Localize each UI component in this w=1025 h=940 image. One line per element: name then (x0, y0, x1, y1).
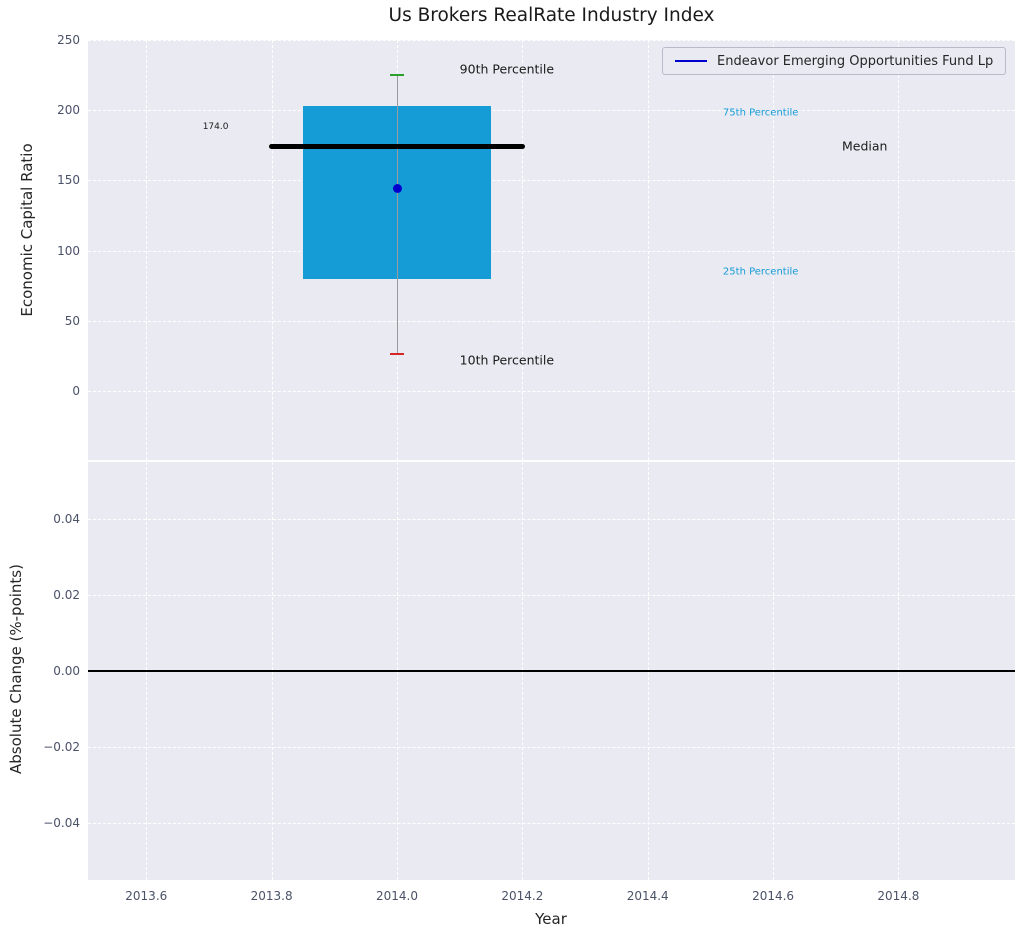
chart-title: Us Brokers RealRate Industry Index (388, 5, 715, 26)
annotation-10th-percentile: 10th Percentile (459, 352, 555, 368)
bottom-y-axis-label: Absolute Change (%-points) (7, 564, 25, 774)
gridline-h (88, 519, 1015, 520)
x-axis-label: Year (535, 910, 567, 928)
y-tick-label: 0.02 (53, 588, 80, 602)
x-tick-label: 2013.8 (250, 889, 293, 903)
annotation-75th-percentile: 75th Percentile (722, 107, 799, 119)
x-tick-label: 2014.0 (376, 889, 418, 903)
annotation-25th-percentile: 25th Percentile (722, 266, 799, 278)
top-plot-area (88, 40, 1015, 460)
gridline-h (88, 110, 1015, 112)
legend: Endeavor Emerging Opportunities Fund Lp (662, 47, 1007, 75)
zero-line (88, 670, 1015, 672)
whisker-cap-90th (390, 74, 404, 77)
y-tick-label: −0.04 (43, 816, 80, 830)
y-tick-label: 250 (57, 33, 80, 47)
gridline-h (88, 595, 1015, 596)
gridline-v (146, 40, 148, 460)
gridline-h (88, 180, 1015, 182)
annotation-median: Median (842, 138, 888, 154)
median-line (268, 144, 526, 150)
gridline-v (898, 40, 900, 460)
y-tick-label: −0.02 (43, 740, 80, 754)
gridline-v (647, 40, 649, 460)
fund-point-dot (392, 184, 402, 194)
whisker-line (396, 75, 398, 355)
gridline-h (88, 40, 1015, 41)
y-tick-label: 0.04 (53, 512, 80, 526)
y-tick-label: 50 (64, 313, 80, 328)
y-tick-label: 100 (57, 243, 80, 258)
gridline-h (88, 390, 1015, 392)
gridline-v (522, 40, 524, 460)
y-tick-label: 150 (57, 173, 80, 188)
gridline-h (88, 747, 1015, 748)
y-tick-label: 200 (57, 103, 80, 118)
x-tick-label: 2014.2 (501, 889, 544, 903)
top-y-axis-label: Economic Capital Ratio (18, 143, 36, 317)
legend-label: Endeavor Emerging Opportunities Fund Lp (717, 53, 994, 69)
x-tick-label: 2014.8 (877, 889, 920, 903)
y-tick-label: 0 (72, 383, 80, 398)
gridline-v (773, 40, 775, 460)
x-tick-label: 2013.6 (125, 889, 168, 903)
annotation-174-0: 174.0 (202, 122, 229, 133)
gridline-h (88, 250, 1015, 252)
annotation-90th-percentile: 90th Percentile (459, 61, 555, 77)
gridline-v (271, 40, 273, 460)
legend-line-sample (675, 60, 707, 62)
x-tick-label: 2014.4 (626, 889, 669, 903)
gridline-h (88, 320, 1015, 322)
x-tick-label: 2014.6 (752, 889, 795, 903)
y-tick-label: 0.00 (53, 664, 80, 678)
gridline-h (88, 823, 1015, 824)
whisker-cap-10th (390, 353, 404, 356)
